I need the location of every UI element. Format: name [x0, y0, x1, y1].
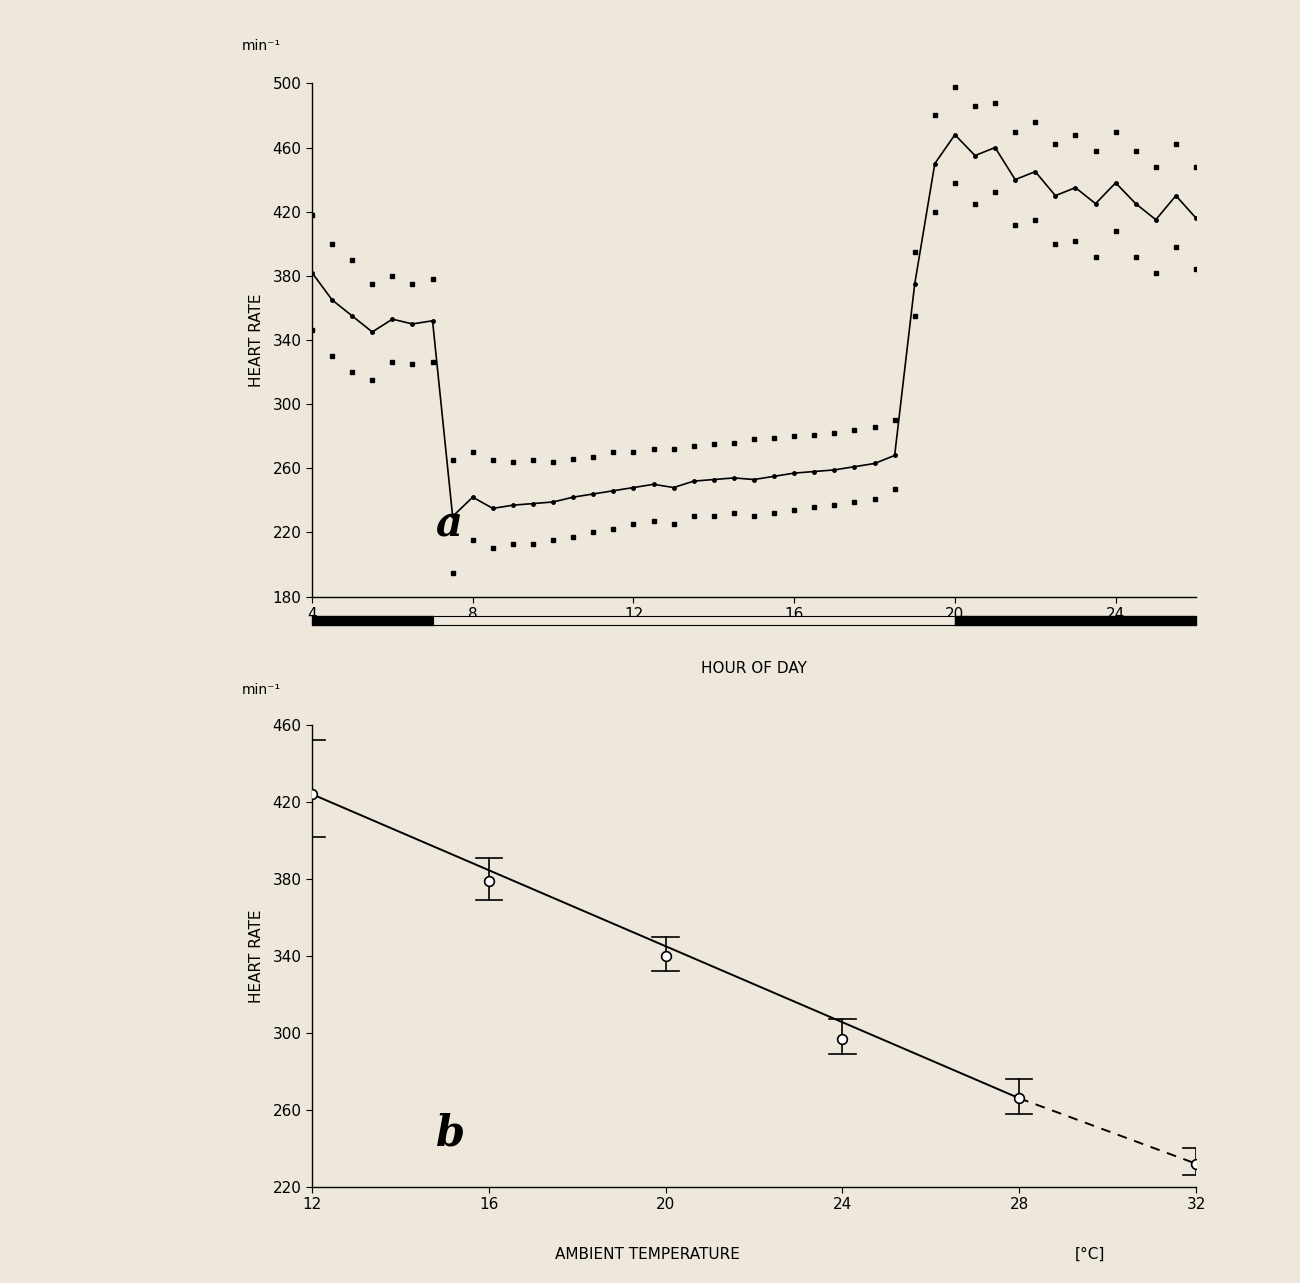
Text: a: a [436, 503, 463, 545]
Text: [°C]: [°C] [1075, 1247, 1105, 1261]
Text: min⁻¹: min⁻¹ [242, 38, 281, 53]
Text: b: b [436, 1112, 465, 1155]
Y-axis label: HEART RATE: HEART RATE [250, 910, 264, 1002]
Bar [956, 616, 1196, 625]
X-axis label: HOUR OF DAY: HOUR OF DAY [701, 661, 807, 676]
Text: AMBIENT TEMPERATURE: AMBIENT TEMPERATURE [555, 1247, 741, 1261]
Y-axis label: HEART RATE: HEART RATE [250, 294, 264, 386]
Bar [433, 616, 956, 625]
Text: min⁻¹: min⁻¹ [242, 683, 281, 697]
Bar [312, 616, 433, 625]
